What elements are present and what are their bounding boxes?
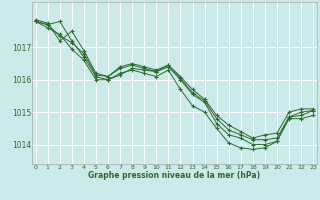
X-axis label: Graphe pression niveau de la mer (hPa): Graphe pression niveau de la mer (hPa): [88, 171, 260, 180]
